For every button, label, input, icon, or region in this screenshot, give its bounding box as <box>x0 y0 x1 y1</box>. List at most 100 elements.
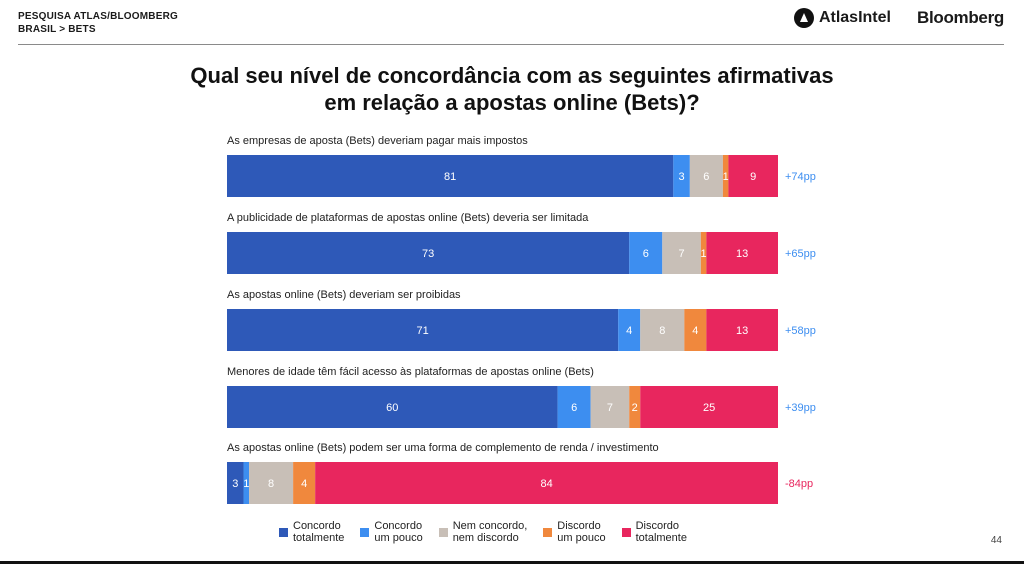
bar-segment <box>662 232 701 274</box>
legend-item: Discordo totalmente <box>621 520 687 544</box>
legend-swatch <box>543 528 553 537</box>
net-balance-label: +58pp <box>785 325 816 337</box>
legend-label-line: Nem concordo, <box>452 520 528 532</box>
bar-segment <box>618 309 641 351</box>
bar-segment <box>590 386 630 428</box>
bar-value-label: 2 <box>632 402 638 414</box>
legend-item: Nem concordo, nem discordo <box>438 520 528 544</box>
bar-segment <box>249 462 294 504</box>
bar-segment <box>315 462 778 504</box>
category-label: Menores de idade têm fácil acesso às pla… <box>227 366 594 378</box>
net-balance-label: +74pp <box>785 171 816 183</box>
survey-label: PESQUISA ATLAS/BLOOMBERG <box>18 11 178 22</box>
legend-label: Discordo um pouco <box>557 520 605 544</box>
bar-value-label: 81 <box>444 171 456 183</box>
bar-value-label: 60 <box>386 402 398 414</box>
bar-value-label: 3 <box>679 171 685 183</box>
bar-segment <box>227 232 630 274</box>
bar-segment <box>557 386 591 428</box>
bar-value-label: 9 <box>750 171 756 183</box>
bar-value-label: 6 <box>703 171 709 183</box>
chart-title: Qual seu nível de concordância com as se… <box>0 62 1024 116</box>
bar-segment <box>243 462 250 504</box>
bar-segment <box>293 462 316 504</box>
bar-segment <box>700 232 707 274</box>
bar-value-label: 71 <box>416 325 428 337</box>
bar-value-label: 6 <box>643 248 649 260</box>
header-left: PESQUISA ATLAS/BLOOMBERG BRASIL > BETS <box>18 10 178 36</box>
bar-value-label: 1 <box>701 248 707 260</box>
net-balance-label: -84pp <box>785 478 813 490</box>
bar-value-label: 1 <box>243 478 249 490</box>
bar-value-label: 7 <box>679 248 685 260</box>
bar-segment <box>689 155 723 197</box>
chart-title-line-2: em relação a apostas online (Bets)? <box>324 90 700 115</box>
bloomberg-logo: Bloomberg <box>916 8 1004 27</box>
net-balance-label: +65pp <box>785 248 816 260</box>
legend-label-line: Discordo <box>635 520 679 532</box>
atlasintel-logo: AtlasIntel <box>793 8 891 28</box>
bar-segment <box>673 155 690 197</box>
bar-segment <box>728 155 778 197</box>
chart-title-line-1: Qual seu nível de concordância com as se… <box>190 63 834 88</box>
bar-segment <box>227 155 674 197</box>
bar-value-label: 25 <box>703 402 715 414</box>
legend-item: Concordo totalmente <box>279 520 344 544</box>
bar-segment <box>722 155 729 197</box>
bar-value-label: 13 <box>736 325 748 337</box>
category-label: A publicidade de plataformas de apostas … <box>227 212 589 224</box>
bar-value-label: 4 <box>626 325 632 337</box>
net-balance-label: +39pp <box>785 402 816 414</box>
header-logos: AtlasIntel Bloomberg <box>793 8 1004 28</box>
atlasintel-wordmark: AtlasIntel <box>818 9 891 26</box>
legend-item: Concordo um pouco <box>360 520 423 544</box>
legend-swatch <box>438 528 448 537</box>
category-label: As apostas online (Bets) deveriam ser pr… <box>227 289 461 301</box>
legend-label-line: totalmente <box>293 532 345 544</box>
bar-value-label: 13 <box>736 248 748 260</box>
legend-label-line: Concordo <box>293 520 341 532</box>
legend-item: Discordo um pouco <box>543 520 606 544</box>
legend-swatch <box>279 528 288 537</box>
legend-label-line: um pouco <box>374 532 423 544</box>
bar-value-label: 1 <box>723 171 729 183</box>
category-label: As apostas online (Bets) podem ser uma f… <box>227 442 659 454</box>
legend-label-line: totalmente <box>635 532 687 544</box>
legend-label-line: Concordo <box>374 520 423 532</box>
legend-label: Concordo um pouco <box>374 520 422 544</box>
atlas-mark-icon <box>793 8 814 28</box>
bar-segment <box>227 309 619 351</box>
bar-segment <box>684 309 707 351</box>
legend-label-line: Discordo <box>557 520 601 532</box>
bar-value-label: 84 <box>540 478 552 490</box>
legend-label-line: um pouco <box>557 532 606 544</box>
bar-segment <box>629 386 641 428</box>
bar-value-label: 8 <box>659 325 665 337</box>
bar-value-label: 8 <box>268 478 274 490</box>
bar-segment <box>227 462 244 504</box>
bar-segment <box>640 386 778 428</box>
header-divider <box>18 44 1004 45</box>
bar-value-label: 7 <box>607 402 613 414</box>
bar-value-label: 4 <box>692 325 698 337</box>
bar-segment <box>629 232 663 274</box>
bar-segment <box>227 386 558 428</box>
bar-segment <box>706 309 778 351</box>
bar-segment <box>706 232 778 274</box>
legend-label: Nem concordo, nem discordo <box>453 520 528 544</box>
bar-value-label: 3 <box>232 478 238 490</box>
category-label: As empresas de aposta (Bets) deveriam pa… <box>227 135 528 147</box>
legend-swatch <box>360 528 370 537</box>
bottom-bar <box>0 561 1024 564</box>
breadcrumb: BRASIL > BETS <box>18 24 96 35</box>
legend-label-line: nem discordo <box>452 532 519 544</box>
legend-swatch <box>621 528 631 537</box>
bar-value-label: 6 <box>571 402 577 414</box>
bar-value-label: 4 <box>301 478 307 490</box>
chart-legend: Concordo totalmente Concordo um pouco Nem co… <box>279 520 703 544</box>
page-number: 44 <box>990 535 1002 546</box>
bar-value-label: 73 <box>422 248 434 260</box>
legend-label: Concordo totalmente <box>293 520 344 544</box>
legend-label: Discordo totalmente <box>636 520 687 544</box>
